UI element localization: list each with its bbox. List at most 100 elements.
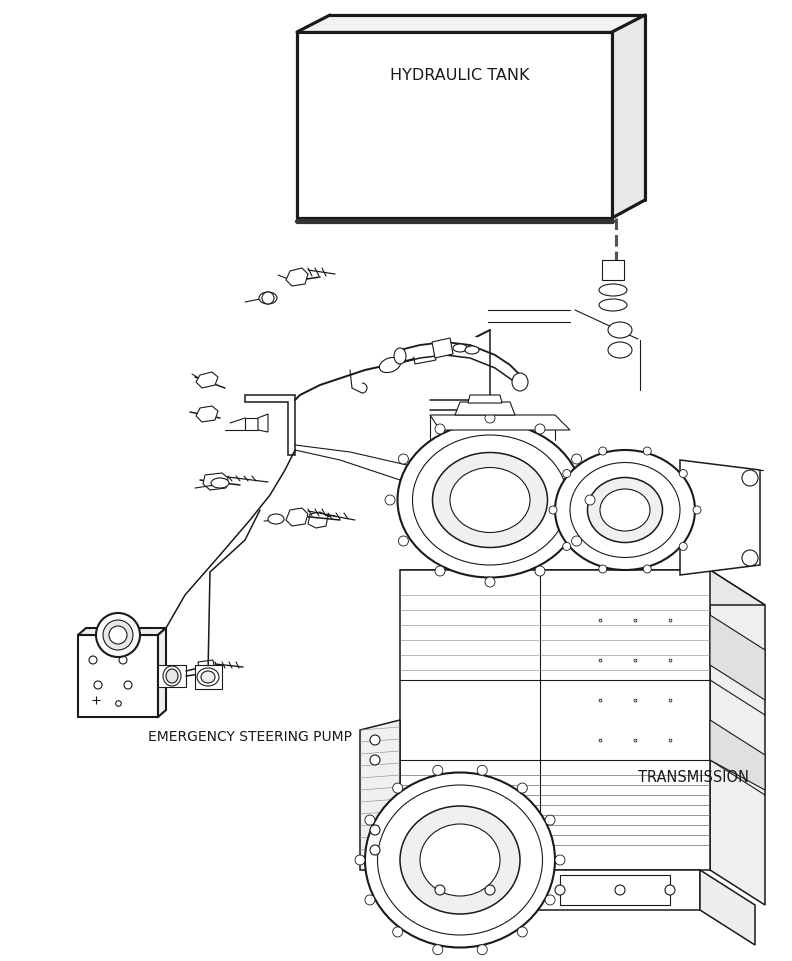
Polygon shape: [680, 460, 760, 575]
Circle shape: [615, 885, 625, 895]
Polygon shape: [395, 870, 700, 910]
Polygon shape: [455, 402, 515, 415]
Ellipse shape: [570, 462, 680, 557]
Polygon shape: [432, 338, 453, 358]
Ellipse shape: [432, 453, 547, 548]
Circle shape: [393, 783, 402, 793]
Polygon shape: [245, 418, 258, 430]
Polygon shape: [710, 570, 765, 905]
Ellipse shape: [394, 348, 406, 364]
Ellipse shape: [599, 284, 627, 296]
Polygon shape: [710, 720, 765, 790]
Ellipse shape: [378, 785, 543, 935]
Polygon shape: [195, 665, 222, 689]
Circle shape: [665, 885, 675, 895]
Polygon shape: [710, 615, 765, 700]
Ellipse shape: [453, 344, 467, 352]
Polygon shape: [700, 870, 755, 945]
Circle shape: [563, 542, 571, 551]
Circle shape: [680, 542, 687, 551]
Polygon shape: [158, 665, 186, 687]
Polygon shape: [612, 15, 645, 218]
Ellipse shape: [600, 489, 650, 531]
Ellipse shape: [555, 450, 695, 570]
Ellipse shape: [512, 373, 528, 391]
Circle shape: [643, 447, 651, 456]
Circle shape: [370, 825, 380, 835]
Circle shape: [432, 945, 443, 954]
Polygon shape: [158, 628, 166, 717]
Ellipse shape: [465, 346, 479, 354]
Ellipse shape: [413, 435, 568, 565]
Polygon shape: [400, 570, 765, 605]
Polygon shape: [78, 628, 166, 635]
Polygon shape: [308, 512, 328, 528]
Circle shape: [370, 755, 380, 765]
Circle shape: [517, 783, 527, 793]
Circle shape: [355, 855, 365, 865]
Circle shape: [365, 895, 375, 905]
Ellipse shape: [599, 299, 627, 311]
Circle shape: [478, 765, 487, 776]
Polygon shape: [602, 260, 624, 280]
Text: HYDRAULIC TANK: HYDRAULIC TANK: [390, 68, 530, 83]
Polygon shape: [360, 720, 400, 870]
Circle shape: [742, 470, 758, 486]
Circle shape: [103, 620, 133, 650]
Polygon shape: [196, 406, 218, 422]
Circle shape: [365, 815, 375, 825]
Ellipse shape: [398, 423, 582, 578]
Circle shape: [545, 815, 555, 825]
Polygon shape: [468, 395, 502, 403]
Circle shape: [643, 565, 651, 573]
Ellipse shape: [588, 478, 662, 543]
Ellipse shape: [201, 671, 215, 683]
Ellipse shape: [268, 514, 284, 524]
Circle shape: [119, 656, 127, 664]
Circle shape: [398, 536, 409, 546]
Polygon shape: [297, 32, 612, 218]
Ellipse shape: [608, 322, 632, 338]
Polygon shape: [286, 508, 308, 526]
Circle shape: [94, 681, 102, 689]
Circle shape: [535, 566, 545, 576]
Circle shape: [435, 424, 445, 434]
Circle shape: [485, 577, 495, 587]
Circle shape: [572, 454, 581, 464]
Polygon shape: [412, 344, 436, 364]
Polygon shape: [196, 372, 218, 388]
Circle shape: [535, 424, 545, 434]
Polygon shape: [400, 570, 710, 870]
Ellipse shape: [197, 668, 219, 686]
Circle shape: [478, 945, 487, 954]
Circle shape: [545, 895, 555, 905]
Ellipse shape: [420, 824, 500, 896]
Ellipse shape: [379, 357, 401, 373]
Polygon shape: [258, 414, 268, 432]
Circle shape: [585, 495, 595, 505]
Circle shape: [435, 885, 445, 895]
Circle shape: [549, 506, 557, 514]
Circle shape: [109, 626, 127, 644]
Circle shape: [370, 845, 380, 855]
Ellipse shape: [450, 467, 530, 532]
Polygon shape: [203, 473, 228, 490]
Circle shape: [435, 566, 445, 576]
Circle shape: [393, 927, 402, 937]
Polygon shape: [245, 395, 295, 455]
Polygon shape: [286, 268, 308, 286]
Ellipse shape: [259, 292, 277, 304]
Circle shape: [485, 413, 495, 423]
Ellipse shape: [211, 478, 229, 488]
Ellipse shape: [608, 342, 632, 358]
Circle shape: [385, 495, 395, 505]
Circle shape: [96, 613, 140, 657]
Circle shape: [572, 536, 581, 546]
Circle shape: [370, 735, 380, 745]
Ellipse shape: [163, 666, 181, 686]
Circle shape: [563, 470, 571, 478]
Polygon shape: [560, 875, 670, 905]
Circle shape: [262, 292, 274, 304]
Circle shape: [693, 506, 701, 514]
Circle shape: [680, 470, 687, 478]
